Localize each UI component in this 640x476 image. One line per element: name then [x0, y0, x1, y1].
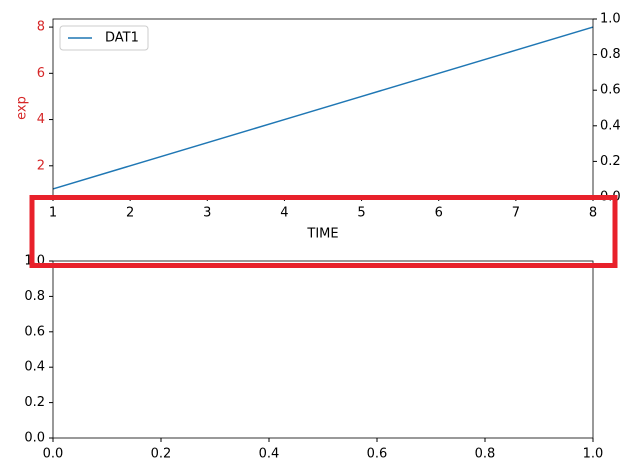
- y-axis-label: exp: [15, 96, 30, 120]
- x-tick-label: 3: [203, 206, 211, 221]
- x-tick-label: 6: [435, 206, 443, 221]
- data-line: [52, 26, 594, 190]
- y-tick-label: 0.6: [24, 324, 45, 339]
- y-tick-label: 0.4: [24, 360, 45, 375]
- y-tick-label: 8: [37, 20, 45, 35]
- x-tick-label: 5: [357, 206, 365, 221]
- x-axis-label: TIME: [306, 227, 338, 242]
- legend-label: DAT1: [105, 31, 139, 46]
- x-tick-label: 0.0: [43, 447, 64, 462]
- y2-tick-label: 0.6: [600, 83, 621, 98]
- x-tick-label: 1.0: [583, 447, 604, 462]
- x-tick-label: 1: [49, 206, 57, 221]
- y-tick-label: 6: [37, 66, 45, 81]
- highlight-box: [29, 195, 618, 268]
- y2-tick-label: 1.0: [600, 12, 621, 27]
- y-tick-label: 0.8: [24, 289, 45, 304]
- x-tick-label: 2: [126, 206, 134, 221]
- x-tick-label: 0.8: [475, 447, 496, 462]
- y-tick-label: 2: [37, 158, 45, 173]
- plots: 1 2 3 4 5 6 7 8 2 4 6 8 0.0 0.2 0.4 0.6 0.8 1.0 TIME exp DAT…: [15, 12, 621, 462]
- x-tick-label: 7: [512, 206, 520, 221]
- axes-frame: [52, 260, 594, 439]
- y-tick-label: 0.0: [24, 431, 45, 446]
- x-tick-label: 4: [280, 206, 288, 221]
- x-tick-label: 0.2: [151, 447, 172, 462]
- y2-tick-label: 0.8: [600, 47, 621, 62]
- legend-box: [59, 25, 149, 51]
- y-tick-label: 0.2: [24, 395, 45, 410]
- x-tick-label: 0.6: [367, 447, 388, 462]
- x-tick-label: 0.4: [259, 447, 280, 462]
- y-tick-label: 4: [37, 112, 45, 127]
- y2-tick-label: 0.4: [600, 118, 621, 133]
- y2-tick-label: 0.2: [600, 154, 621, 169]
- x-tick-label: 8: [589, 206, 597, 221]
